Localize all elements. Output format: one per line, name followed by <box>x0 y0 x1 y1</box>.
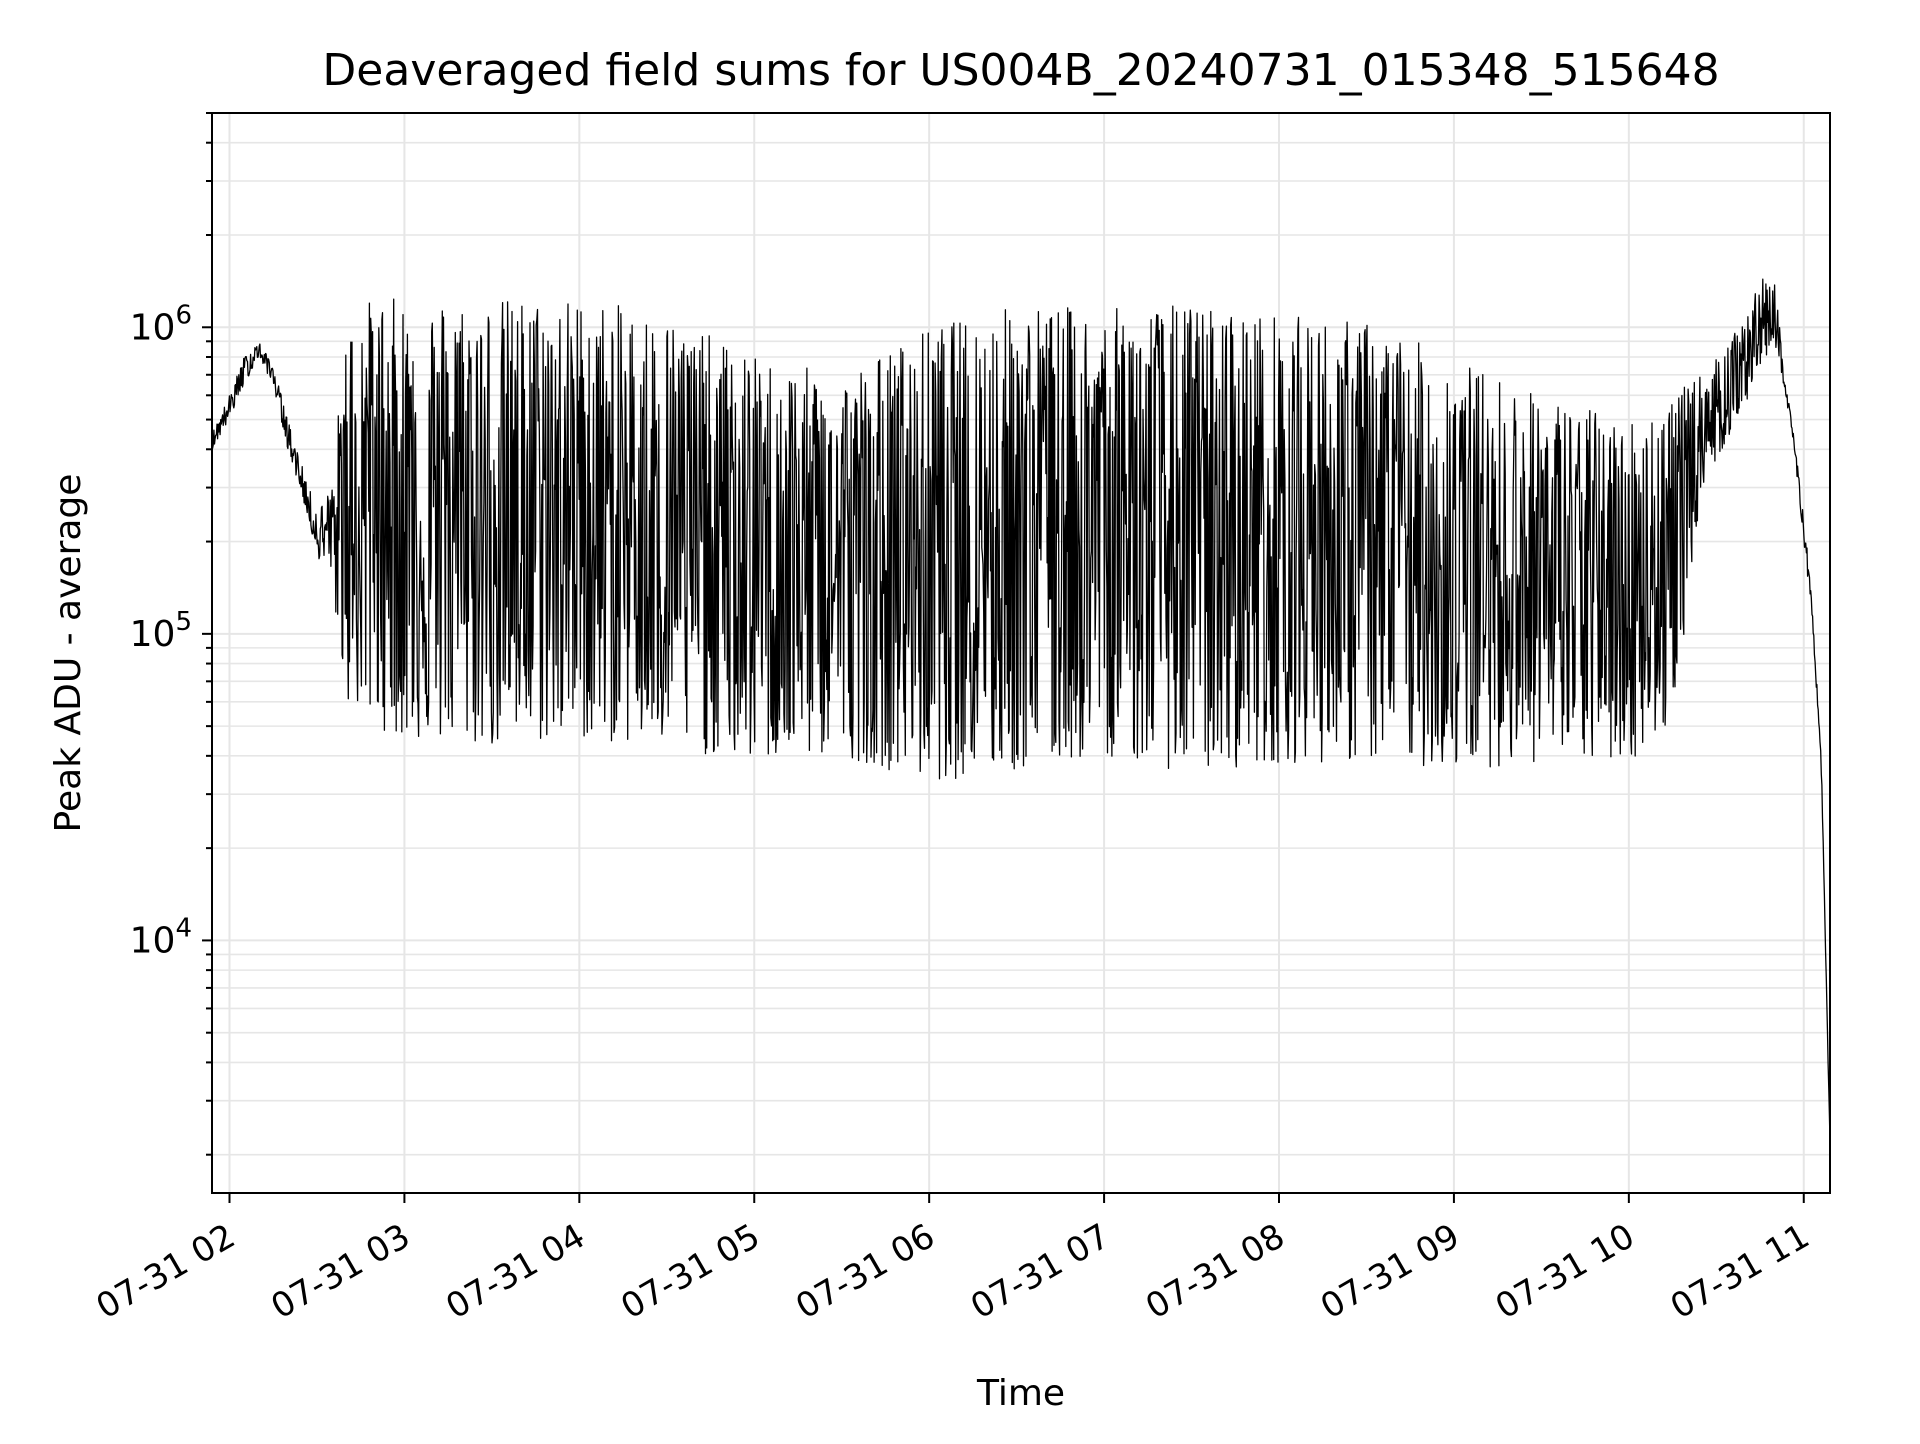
series-line <box>211 278 1831 1143</box>
chart-title: Deaveraged field sums for US004B_2024073… <box>322 45 1719 96</box>
y-axis-label: Peak ADU - average <box>48 474 89 833</box>
y-axis-ticks: 104 105 106 <box>130 112 212 1156</box>
y-tick-label: 105 <box>130 607 192 655</box>
x-axis-label: Time <box>976 1373 1065 1414</box>
data-series <box>211 278 1831 1143</box>
plot-frame <box>211 112 1831 1194</box>
y-tick-label: 106 <box>130 300 192 348</box>
y-tick-label: 104 <box>130 913 192 961</box>
